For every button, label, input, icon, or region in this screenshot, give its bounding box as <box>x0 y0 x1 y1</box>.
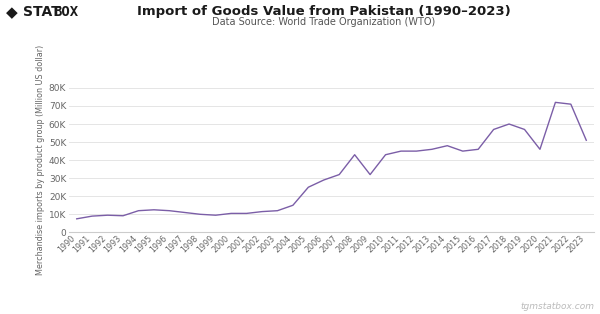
Text: Import of Goods Value from Pakistan (1990–2023): Import of Goods Value from Pakistan (199… <box>137 5 511 18</box>
Text: STAT: STAT <box>23 5 61 19</box>
Y-axis label: Merchandise imports by product group (Million US dollar): Merchandise imports by product group (Mi… <box>35 45 44 275</box>
Text: Data Source: World Trade Organization (WTO): Data Source: World Trade Organization (W… <box>212 17 436 27</box>
Text: ◆: ◆ <box>6 5 18 20</box>
Text: BOX: BOX <box>53 5 78 19</box>
Text: tgmstatbox.com: tgmstatbox.com <box>520 302 594 311</box>
